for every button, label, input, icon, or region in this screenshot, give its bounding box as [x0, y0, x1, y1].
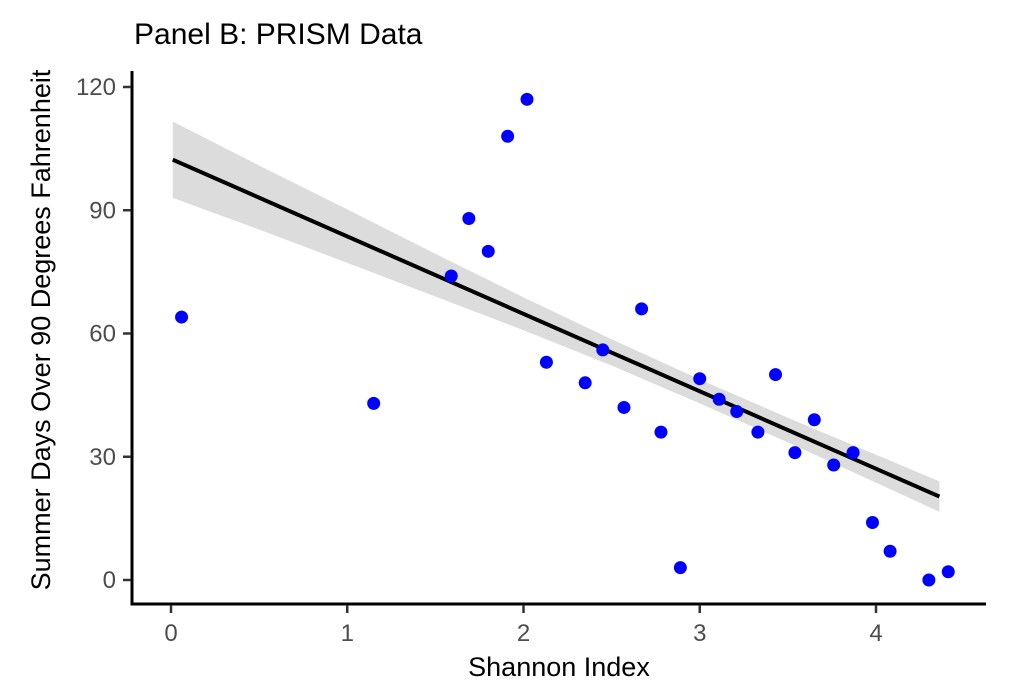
- x-tick-label: 3: [693, 620, 706, 647]
- regression-line-layer: [171, 157, 941, 499]
- y-tick-label: 30: [89, 444, 116, 471]
- confidence-band-layer: [172, 121, 940, 512]
- data-points-layer: [175, 92, 955, 587]
- y-tick-label: 120: [76, 74, 116, 101]
- data-point: [922, 573, 936, 587]
- data-point: [578, 376, 592, 390]
- data-point: [539, 355, 553, 369]
- y-tick-label: 90: [89, 197, 116, 224]
- data-point: [865, 515, 879, 529]
- data-point: [827, 458, 841, 472]
- regression-line: [171, 157, 941, 499]
- data-point: [712, 392, 726, 406]
- data-point: [788, 446, 802, 460]
- y-axis-title: Summer Days Over 90 Degrees Fahrenheit: [26, 69, 56, 590]
- x-tick-label: 1: [341, 620, 354, 647]
- data-point: [941, 565, 955, 579]
- data-point: [654, 425, 668, 439]
- data-point: [730, 405, 744, 419]
- data-point: [673, 561, 687, 575]
- axes-layer: 0 30 60 90 120 0 1 2 3 4: [76, 71, 986, 647]
- data-point: [444, 269, 458, 283]
- data-point: [693, 372, 707, 386]
- data-point: [175, 310, 189, 324]
- data-point: [769, 368, 783, 382]
- data-point: [481, 244, 495, 258]
- data-point: [751, 425, 765, 439]
- data-point: [520, 92, 534, 106]
- x-tick-label: 0: [164, 620, 177, 647]
- confidence-band: [172, 121, 940, 512]
- data-point: [617, 400, 631, 414]
- data-point: [883, 544, 897, 558]
- plot-title: Panel B: PRISM Data: [134, 18, 423, 51]
- y-tick-label: 0: [103, 567, 116, 594]
- x-tick-label: 4: [869, 620, 882, 647]
- data-point: [635, 302, 649, 316]
- data-point: [367, 396, 381, 410]
- data-point: [846, 446, 860, 460]
- x-axis-title: Shannon Index: [468, 652, 650, 682]
- y-tick-label: 60: [89, 321, 116, 348]
- data-point: [462, 211, 476, 225]
- x-tick-label: 2: [517, 620, 530, 647]
- data-point: [501, 129, 515, 143]
- data-point: [596, 343, 610, 357]
- data-point: [807, 413, 821, 427]
